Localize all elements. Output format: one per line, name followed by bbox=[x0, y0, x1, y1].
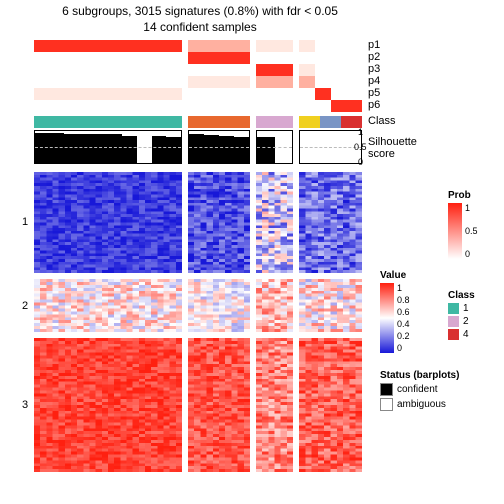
class-strip-grp-1 bbox=[34, 116, 182, 128]
figure-root: 6 subgroups, 3015 signatures (0.8%) with… bbox=[0, 0, 504, 504]
legend-value-gradient bbox=[380, 283, 394, 353]
silhouette-box-1 bbox=[34, 130, 182, 164]
prob-row-3-grp-2 bbox=[188, 64, 251, 76]
val-tick-3: 0.4 bbox=[397, 319, 410, 329]
heatmap-block-r3-c4 bbox=[299, 338, 362, 472]
prob-row-2-grp-3 bbox=[256, 52, 293, 64]
prob-tick-1: 0.5 bbox=[465, 226, 478, 236]
legend-status-item-1: ambiguous bbox=[380, 398, 459, 411]
silhouette-box-2 bbox=[188, 130, 251, 164]
legend-prob-title: Prob bbox=[448, 190, 478, 201]
heatmap-block-r3-c1 bbox=[34, 338, 182, 472]
prob-tick-0: 1 bbox=[465, 203, 478, 213]
prob-row-1-grp-2 bbox=[188, 40, 251, 52]
prob-row-5-grp-2 bbox=[188, 88, 251, 100]
legend-class-item-0: 1 bbox=[448, 303, 475, 314]
prob-label-4: p4 bbox=[368, 75, 380, 87]
prob-row-2-grp-1 bbox=[34, 52, 182, 64]
class-strip-grp-4 bbox=[299, 116, 362, 128]
prob-row-2-grp-2 bbox=[188, 52, 251, 64]
prob-row-3-grp-1 bbox=[34, 64, 182, 76]
legend-prob-gradient bbox=[448, 203, 462, 259]
prob-row-3-grp-4 bbox=[299, 64, 362, 76]
prob-row-4-grp-2 bbox=[188, 76, 251, 88]
row-group-label-3: 3 bbox=[22, 399, 28, 411]
sil-tick-1: 1 bbox=[358, 127, 363, 137]
row-group-label-1: 1 bbox=[22, 216, 28, 228]
title-line-2: 14 confident samples bbox=[20, 20, 380, 34]
prob-row-6-grp-1 bbox=[34, 100, 182, 112]
prob-row-5-grp-4 bbox=[299, 88, 362, 100]
row-group-label-2: 2 bbox=[22, 300, 28, 312]
legend-value: Value 1 0.8 0.6 0.4 0.2 0 bbox=[380, 270, 410, 353]
class-label: Class bbox=[368, 115, 396, 127]
legend-status-title: Status (barplots) bbox=[380, 370, 459, 381]
heatmap-block-r1-c3 bbox=[256, 172, 293, 273]
prob-row-6-grp-3 bbox=[256, 100, 293, 112]
prob-row-1-grp-4 bbox=[299, 40, 362, 52]
title-line-1: 6 subgroups, 3015 signatures (0.8%) with… bbox=[20, 4, 380, 18]
heatmap-block-r2-c3 bbox=[256, 279, 293, 332]
heatmap-block-r3-c3 bbox=[256, 338, 293, 472]
val-tick-4: 0.2 bbox=[397, 331, 410, 341]
class-strip-grp-2 bbox=[188, 116, 251, 128]
sil-tick-2: 0.5 bbox=[354, 142, 367, 152]
heatmap-block-r1-c4 bbox=[299, 172, 362, 273]
legend-class-title: Class bbox=[448, 290, 475, 301]
val-tick-2: 0.6 bbox=[397, 307, 410, 317]
heatmap-block-r3-c2 bbox=[188, 338, 251, 472]
legend-class: Class 1 2 4 bbox=[448, 290, 475, 342]
legend-status-item-0: confident bbox=[380, 383, 459, 396]
prob-label-3: p3 bbox=[368, 63, 380, 75]
legend-value-title: Value bbox=[380, 270, 410, 281]
prob-row-4-grp-4 bbox=[299, 76, 362, 88]
class-strip-grp-3 bbox=[256, 116, 293, 128]
prob-row-2-grp-4 bbox=[299, 52, 362, 64]
silhouette-box-3 bbox=[256, 130, 293, 164]
val-tick-5: 0 bbox=[397, 343, 410, 353]
prob-row-5-grp-1 bbox=[34, 88, 182, 100]
prob-label-5: p5 bbox=[368, 87, 380, 99]
prob-label-6: p6 bbox=[368, 99, 380, 111]
prob-row-5-grp-3 bbox=[256, 88, 293, 100]
heatmap-block-r2-c2 bbox=[188, 279, 251, 332]
val-tick-0: 1 bbox=[397, 283, 410, 293]
sil-tick-3: 0 bbox=[358, 157, 363, 167]
legend-class-item-2: 4 bbox=[448, 329, 475, 340]
legend-class-item-1: 2 bbox=[448, 316, 475, 327]
prob-label-2: p2 bbox=[368, 51, 380, 63]
heatmap-block-r1-c1 bbox=[34, 172, 182, 273]
prob-row-4-grp-3 bbox=[256, 76, 293, 88]
val-tick-1: 0.8 bbox=[397, 295, 410, 305]
prob-row-3-grp-3 bbox=[256, 64, 293, 76]
legend-status: Status (barplots) confident ambiguous bbox=[380, 370, 459, 413]
prob-row-1-grp-3 bbox=[256, 40, 293, 52]
prob-tick-2: 0 bbox=[465, 249, 478, 259]
heatmap-block-r2-c4 bbox=[299, 279, 362, 332]
silhouette-label: Silhouette score bbox=[368, 136, 417, 160]
heatmap-block-r2-c1 bbox=[34, 279, 182, 332]
heatmap-block-r1-c2 bbox=[188, 172, 251, 273]
prob-row-4-grp-1 bbox=[34, 76, 182, 88]
prob-row-1-grp-1 bbox=[34, 40, 182, 52]
legend-prob: Prob 1 0.5 0 bbox=[448, 190, 478, 259]
silhouette-box-4 bbox=[299, 130, 362, 164]
prob-row-6-grp-2 bbox=[188, 100, 251, 112]
prob-label-1: p1 bbox=[368, 39, 380, 51]
prob-row-6-grp-4 bbox=[299, 100, 362, 112]
